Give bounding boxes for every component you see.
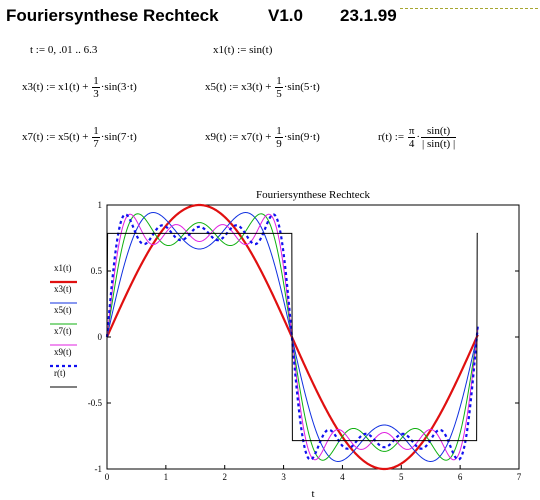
version-label: V1.0 [268, 6, 303, 25]
x-tick-label: 0 [105, 472, 110, 482]
x-tick-label: 7 [517, 472, 522, 482]
y-tick-label: 0.5 [91, 266, 103, 276]
formula-x1[interactable]: x1(t) := sin(t) [213, 44, 273, 56]
legend-label: x7(t) [54, 326, 72, 336]
plot-frame [106, 204, 520, 470]
plot-curves [105, 203, 479, 471]
series-line-x9t [105, 213, 479, 461]
formula-x5[interactable]: x5(t) := x3(t) + 1 5 ·sin(5·t) [205, 75, 320, 100]
x-tick-label: 6 [458, 472, 463, 482]
x-axis-label: t [311, 488, 314, 500]
formula-x3[interactable]: x3(t) := x1(t) + 1 3 ·sin(3·t) [22, 75, 137, 100]
x-tick-label: 1 [164, 472, 169, 482]
plot-border [106, 204, 520, 470]
formula-x7[interactable]: x7(t) := x5(t) + 1 7 ·sin(7·t) [22, 125, 137, 150]
legend-label: x5(t) [54, 305, 72, 315]
formula-x7-lhs: x7(t) := x5(t) + [22, 131, 89, 144]
formula-x3-rhs: ·sin(3·t) [100, 81, 137, 94]
date-label: 23.1.99 [340, 6, 397, 25]
fraction-sign: sin(t) | sin(t) | [421, 125, 457, 150]
formula-x9-rhs: ·sin(9·t) [283, 131, 320, 144]
legend-label: x9(t) [54, 347, 72, 357]
chart-title: Fouriersynthese Rechteck [256, 189, 370, 201]
legend-label: x1(t) [54, 263, 72, 273]
document-title: Fouriersynthese Rechteck [6, 6, 219, 25]
formula-r-lhs: r(t) := [378, 131, 405, 144]
axis-ticks: 0 1 2 3 4 5 6 7 1 0.5 0 -0.5 -1 [88, 200, 522, 482]
legend: x1(t) x3(t) x5(t) x7(t) x9(t) r(t) [50, 263, 77, 388]
y-tick-label: 1 [98, 200, 103, 210]
series-line-rt [106, 232, 478, 442]
formula-t-range[interactable]: t := 0, .01 .. 6.3 [30, 44, 98, 56]
formula-x5-rhs: ·sin(5·t) [283, 81, 320, 94]
formula-x7-rhs: ·sin(7·t) [100, 131, 137, 144]
x-tick-label: 3 [281, 472, 286, 482]
formula-r[interactable]: r(t) := π 4 · sin(t) | sin(t) | [378, 125, 457, 150]
legend-label: x3(t) [54, 284, 72, 294]
y-tick-label: -1 [95, 464, 103, 474]
y-tick-label: 0 [98, 332, 103, 342]
region-separator [400, 8, 538, 9]
y-tick-label: -0.5 [88, 398, 103, 408]
x-tick-label: 2 [222, 472, 227, 482]
x-tick-label: 5 [399, 472, 404, 482]
formula-x3-lhs: x3(t) := x1(t) + [22, 81, 89, 94]
formula-x9-lhs: x9(t) := x7(t) + [205, 131, 272, 144]
x-tick-label: 4 [340, 472, 345, 482]
formula-x5-lhs: x5(t) := x3(t) + [205, 81, 272, 94]
legend-label: r(t) [54, 368, 66, 378]
formula-x9[interactable]: x9(t) := x7(t) + 1 9 ·sin(9·t) [205, 125, 320, 150]
